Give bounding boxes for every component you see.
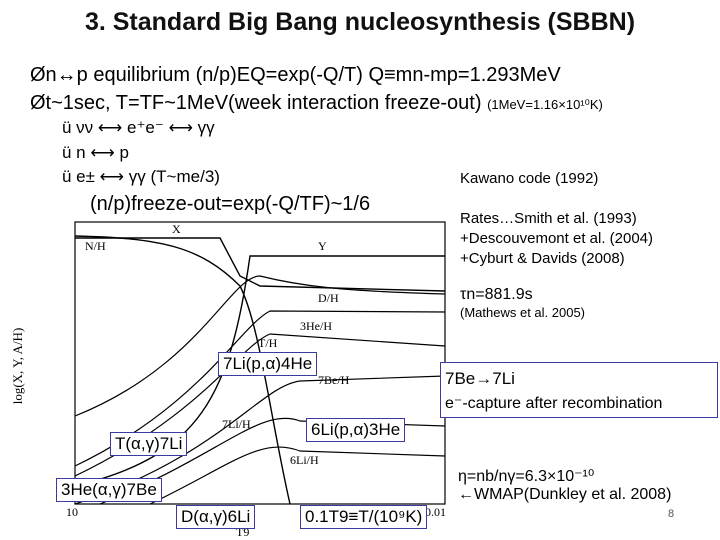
neutron-lifetime: τn=881.9s <box>460 286 533 303</box>
rates-smith: Rates…Smith et al. (1993) <box>460 210 637 227</box>
bullet-freezeout: Øt~1sec, T=TF~1MeV(week interaction free… <box>30 92 603 115</box>
tick-label-10: 10 <box>66 505 78 519</box>
reaction-he3-alpha-gamma: 3He(α,γ)7Be <box>56 478 162 502</box>
curve-label-X: X <box>172 222 181 236</box>
temperature-definition: 0.1T9≡T/(10⁹K) <box>300 505 428 529</box>
baryon-ratio: η=nb/nγ=6.3×10⁻¹⁰ <box>458 468 595 485</box>
y-axis-label: log(X, Y, A/H) <box>10 328 25 405</box>
reaction-li6-p-alpha: 6Li(p,α)3He <box>306 418 406 442</box>
bullet-freezeout-note: (1MeV=1.16×10¹⁰K) <box>487 97 603 112</box>
curve-label-Y: Y <box>318 239 327 253</box>
be7-to-li7: 7Be→7Li <box>445 369 515 388</box>
kawano-code: Kawano code (1992) <box>460 170 599 187</box>
reaction-t-alpha-gamma: T(α,γ)7Li <box>110 432 188 456</box>
slide-title: 3. Standard Big Bang nucleosynthesis (SB… <box>84 8 636 36</box>
curve-label-Li7: 7Li/H <box>222 417 251 431</box>
mathews-ref: (Mathews et al. 2005) <box>460 305 586 320</box>
tick-label-0.01: 0.01 <box>425 505 446 519</box>
curve-label-Li6: 6Li/H <box>290 453 319 467</box>
be7-capture-box: 7Be→7Li e⁻-capture after recombination <box>440 362 718 418</box>
bullet-freezeout-main: Øt~1sec, T=TF~1MeV(week interaction free… <box>30 92 482 114</box>
bullet-equilibrium: Øn↔p equilibrium (n/p)EQ=exp(-Q/T) Q≡mn-… <box>30 64 561 86</box>
sub-bullet-positron: ü e± ⟷ γγ (T~me/3) <box>62 167 220 186</box>
abundance-plot: X N/H Y D/H 3He/H T/H 7Be/H 7Li/H 6Li/H … <box>10 221 446 539</box>
curve-label-N: N/H <box>85 239 106 253</box>
sub-bullet-neutrino: ü νν ⟷ e⁺e⁻ ⟷ γγ <box>62 118 215 137</box>
curve-label-Be7: 7Be/H <box>318 373 350 387</box>
curve-label-T: T/H <box>258 336 278 350</box>
page-number: 8 <box>668 508 675 520</box>
curve-D <box>74 275 446 417</box>
curve-X <box>75 237 446 292</box>
reaction-li7-p-alpha: 7Li(p,α)4He <box>218 352 318 376</box>
curve-Y <box>74 255 445 487</box>
recombination-capture: e⁻-capture after recombination <box>445 395 663 412</box>
sub-bullet-np: ü n ⟷ p <box>62 143 129 162</box>
rates-descouvemont: +Descouvemont et al. (2004) <box>460 230 654 247</box>
curve-Li6 <box>149 446 446 505</box>
rates-cyburt: +Cyburt & Davids (2008) <box>460 250 625 267</box>
curve-label-He3: 3He/H <box>300 319 332 333</box>
wmap-ref: ←WMAP(Dunkley et al. 2008) <box>458 486 672 503</box>
curve-label-D: D/H <box>318 291 339 305</box>
reaction-d-alpha-gamma: D(α,γ)6Li <box>176 505 256 529</box>
freeze-out-ratio: (n/p)freeze-out=exp(-Q/TF)~1/6 <box>90 193 371 215</box>
